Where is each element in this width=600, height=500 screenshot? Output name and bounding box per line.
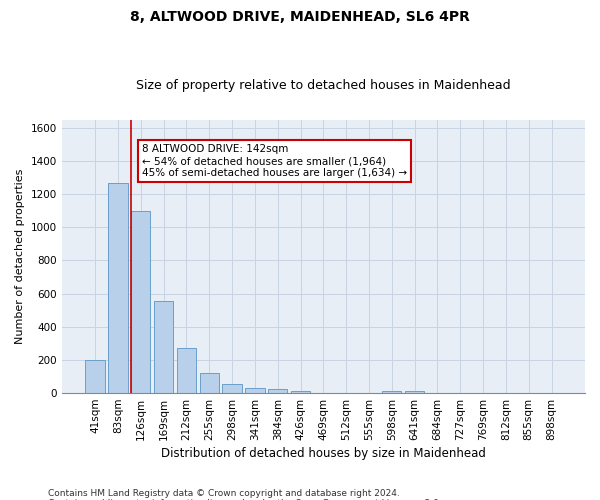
Y-axis label: Number of detached properties: Number of detached properties [15,168,25,344]
Bar [223,384,242,393]
Text: Contains public sector information licensed under the Open Government Licence v3: Contains public sector information licen… [48,498,442,500]
Bar [382,392,401,393]
Text: Contains HM Land Registry data © Crown copyright and database right 2024.: Contains HM Land Registry data © Crown c… [48,488,400,498]
X-axis label: Distribution of detached houses by size in Maidenhead: Distribution of detached houses by size … [161,447,486,460]
Bar [291,390,310,393]
Title: Size of property relative to detached houses in Maidenhead: Size of property relative to detached ho… [136,79,511,92]
Text: 8, ALTWOOD DRIVE, MAIDENHEAD, SL6 4PR: 8, ALTWOOD DRIVE, MAIDENHEAD, SL6 4PR [130,10,470,24]
Text: 8 ALTWOOD DRIVE: 142sqm
← 54% of detached houses are smaller (1,964)
45% of semi: 8 ALTWOOD DRIVE: 142sqm ← 54% of detache… [142,144,407,178]
Bar [245,388,265,393]
Bar [177,348,196,393]
Bar [154,301,173,393]
Bar [200,373,219,393]
Bar [85,360,105,393]
Bar [268,389,287,393]
Bar [108,182,128,393]
Bar [131,210,151,393]
Bar [405,390,424,393]
